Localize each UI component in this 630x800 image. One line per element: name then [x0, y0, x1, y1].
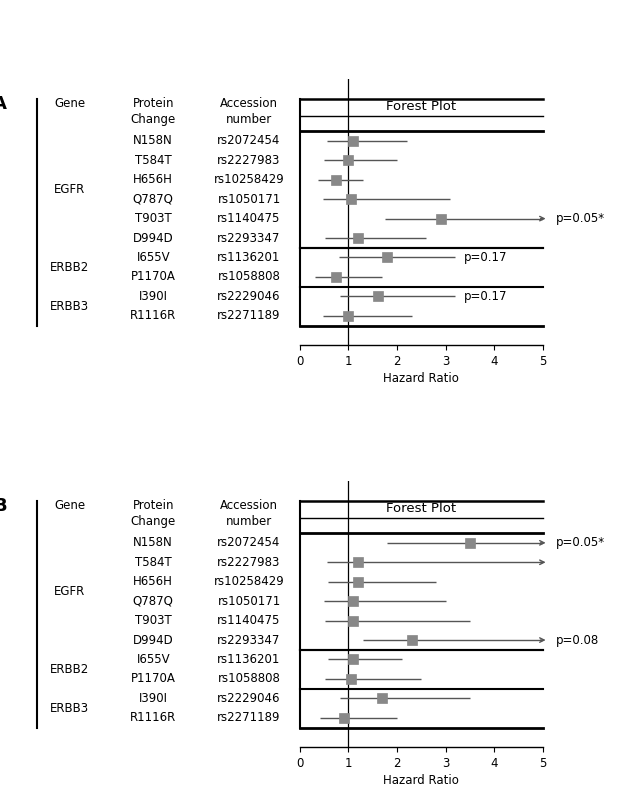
Text: Change: Change — [130, 113, 176, 126]
Text: H656H: H656H — [134, 575, 173, 588]
Text: ERBB3: ERBB3 — [50, 702, 89, 714]
Text: ERBB3: ERBB3 — [50, 300, 89, 313]
Text: rs2227983: rs2227983 — [217, 154, 281, 166]
Text: rs1136201: rs1136201 — [217, 251, 281, 264]
Text: rs2271189: rs2271189 — [217, 711, 281, 724]
Text: R1116R: R1116R — [130, 711, 176, 724]
Text: p=0.17: p=0.17 — [464, 290, 508, 303]
Text: p=0.17: p=0.17 — [464, 251, 508, 264]
Text: rs1058808: rs1058808 — [217, 673, 280, 686]
Text: P1170A: P1170A — [131, 673, 176, 686]
Text: rs2271189: rs2271189 — [217, 310, 281, 322]
Text: H656H: H656H — [134, 174, 173, 186]
Text: T584T: T584T — [135, 154, 171, 166]
Text: rs1058808: rs1058808 — [217, 270, 280, 283]
Text: p=0.08: p=0.08 — [556, 634, 600, 646]
Text: N158N: N158N — [134, 134, 173, 147]
Text: Protein: Protein — [132, 98, 174, 110]
Text: rs10258429: rs10258429 — [214, 174, 284, 186]
Text: N158N: N158N — [134, 536, 173, 550]
Text: ERBB2: ERBB2 — [50, 662, 89, 676]
Text: B: B — [0, 497, 7, 515]
Text: I390I: I390I — [139, 692, 168, 705]
Text: I655V: I655V — [137, 251, 170, 264]
Text: rs2072454: rs2072454 — [217, 134, 281, 147]
Text: T584T: T584T — [135, 556, 171, 569]
Text: number: number — [226, 113, 272, 126]
Text: rs1136201: rs1136201 — [217, 653, 281, 666]
Text: Gene: Gene — [54, 98, 85, 110]
Text: Gene: Gene — [54, 499, 85, 512]
Text: rs2072454: rs2072454 — [217, 536, 281, 550]
Text: A: A — [0, 95, 7, 113]
Text: rs2229046: rs2229046 — [217, 692, 281, 705]
Text: T903T: T903T — [135, 614, 171, 627]
Text: rs2293347: rs2293347 — [217, 634, 281, 646]
Text: rs1140475: rs1140475 — [217, 614, 281, 627]
Text: number: number — [226, 515, 272, 528]
Text: EGFR: EGFR — [54, 585, 85, 598]
Text: D994D: D994D — [133, 634, 174, 646]
X-axis label: Hazard Ratio: Hazard Ratio — [383, 774, 459, 787]
Text: Protein: Protein — [132, 499, 174, 512]
Text: Change: Change — [130, 515, 176, 528]
Text: rs1140475: rs1140475 — [217, 212, 281, 225]
Text: Forest Plot: Forest Plot — [386, 502, 456, 515]
Text: ERBB2: ERBB2 — [50, 261, 89, 274]
Text: rs1050171: rs1050171 — [217, 193, 280, 206]
X-axis label: Hazard Ratio: Hazard Ratio — [383, 372, 459, 385]
Text: EGFR: EGFR — [54, 183, 85, 196]
Text: Accession: Accession — [220, 499, 278, 512]
Text: T903T: T903T — [135, 212, 171, 225]
Text: rs2227983: rs2227983 — [217, 556, 281, 569]
Text: rs2293347: rs2293347 — [217, 231, 281, 245]
Text: Q787Q: Q787Q — [133, 193, 174, 206]
Text: rs2229046: rs2229046 — [217, 290, 281, 303]
Text: rs10258429: rs10258429 — [214, 575, 284, 588]
Text: p=0.05*: p=0.05* — [556, 212, 605, 225]
Text: p=0.05*: p=0.05* — [556, 536, 605, 550]
Text: Forest Plot: Forest Plot — [386, 100, 456, 114]
Text: rs1050171: rs1050171 — [217, 594, 280, 608]
Text: I390I: I390I — [139, 290, 168, 303]
Text: Accession: Accession — [220, 98, 278, 110]
Text: D994D: D994D — [133, 231, 174, 245]
Text: I655V: I655V — [137, 653, 170, 666]
Text: P1170A: P1170A — [131, 270, 176, 283]
Text: Q787Q: Q787Q — [133, 594, 174, 608]
Text: R1116R: R1116R — [130, 310, 176, 322]
